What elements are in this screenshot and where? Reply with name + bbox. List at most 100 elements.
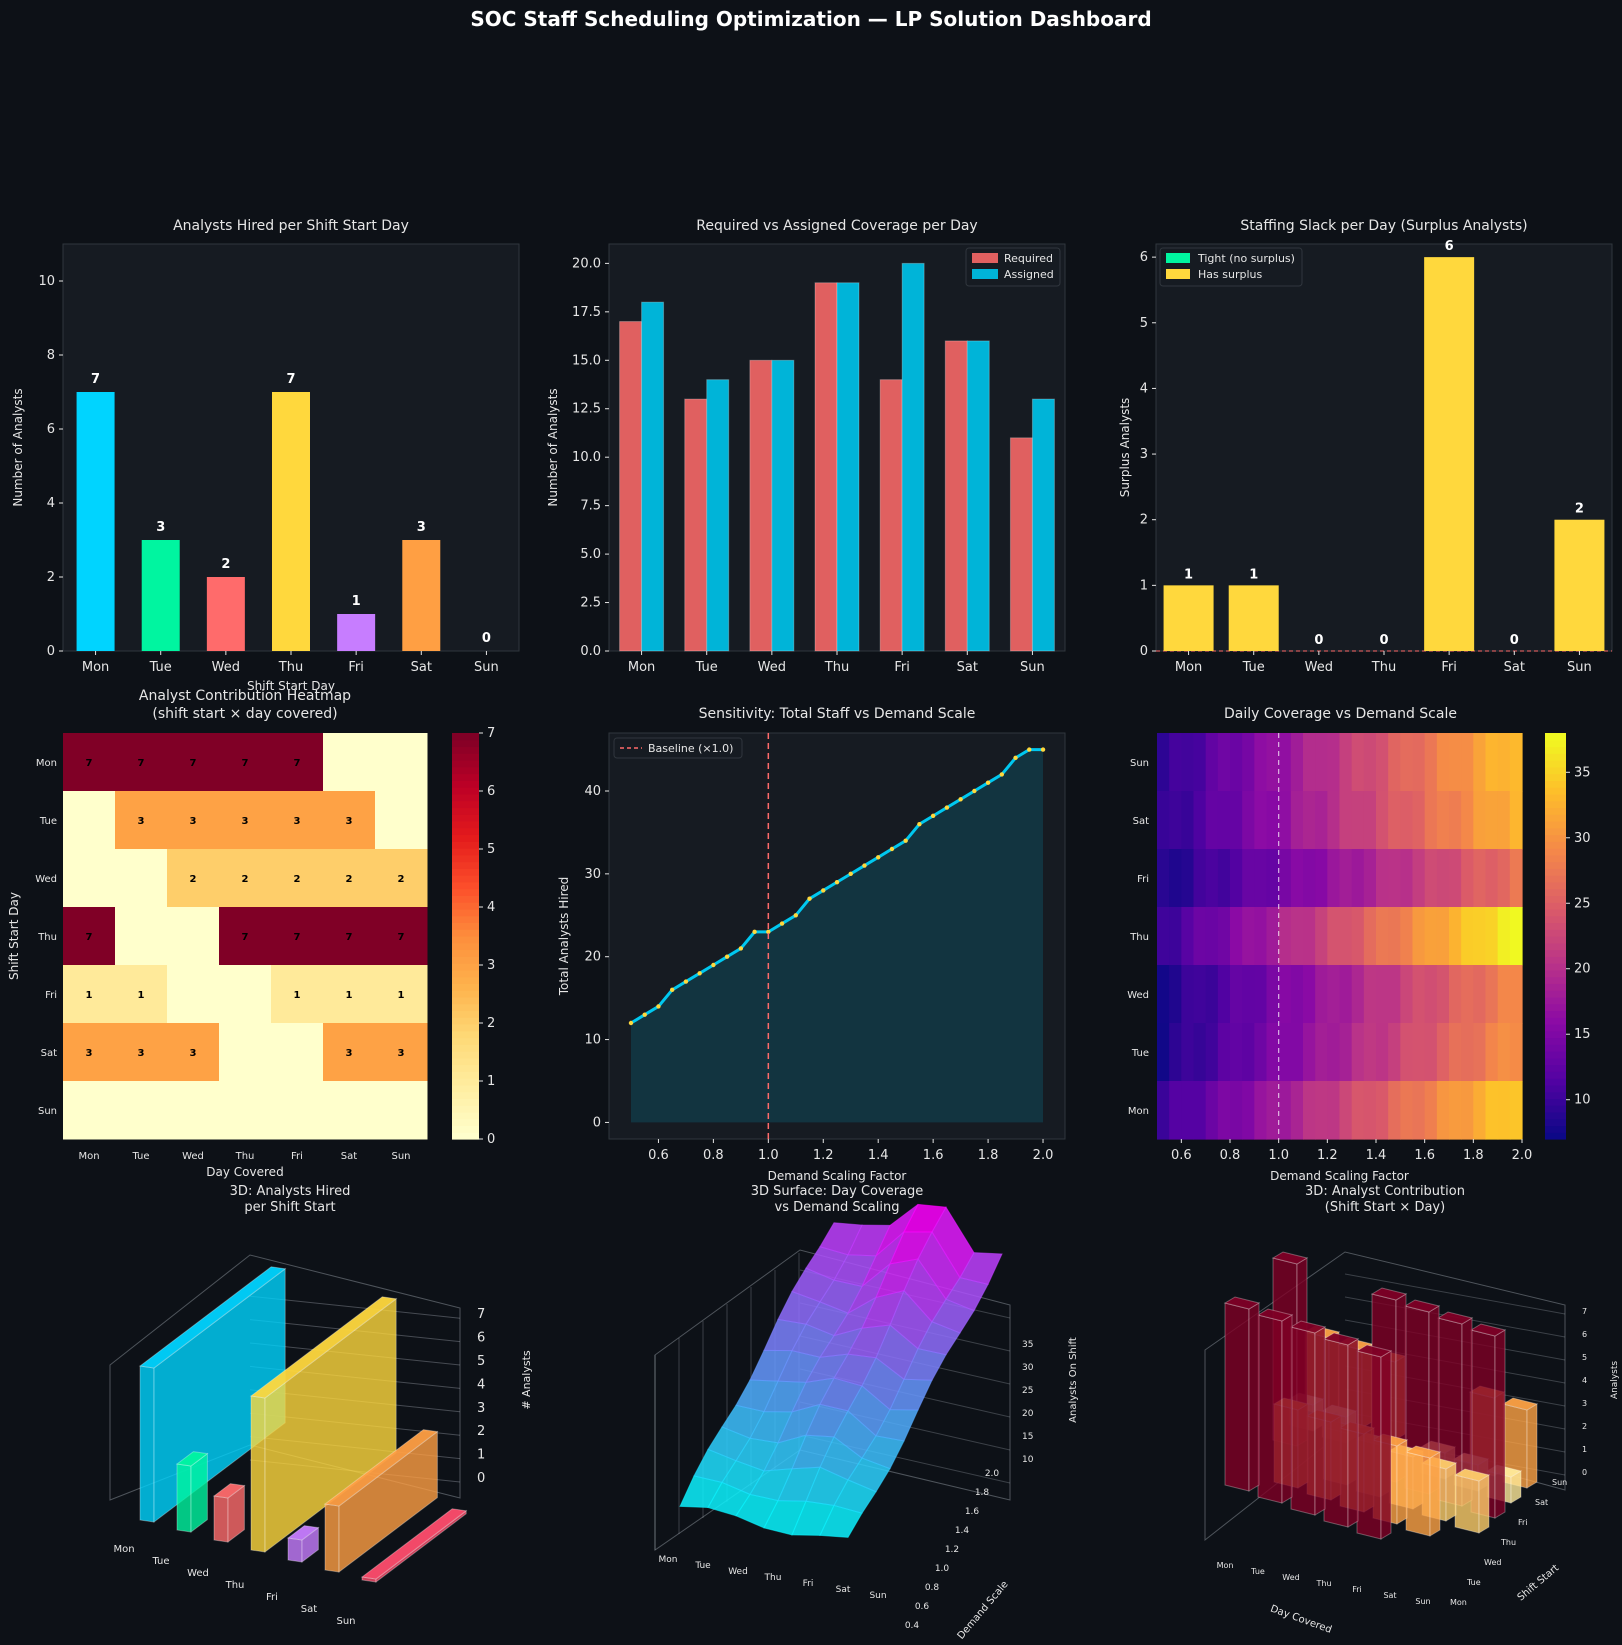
coverage-scale-cell bbox=[1412, 1081, 1426, 1140]
heatmap-cell-label: 7 bbox=[294, 758, 301, 769]
coverage-scale-cell bbox=[1449, 849, 1462, 908]
contrib3d-y-axis-label: Shift Start bbox=[1516, 1563, 1562, 1604]
heatmap-colorbar-segment bbox=[452, 746, 479, 754]
coverage-scale-cell bbox=[1400, 849, 1414, 908]
coverage-scale-cell bbox=[1254, 965, 1268, 1024]
hired-y-tick-label: 0 bbox=[47, 644, 55, 659]
coverage-scale-cell bbox=[1363, 1023, 1377, 1082]
heatmap-cell-label: 2 bbox=[242, 874, 249, 885]
heatmap-colorbar-tick-label: 7 bbox=[487, 726, 495, 741]
coverage-scale-cell bbox=[1400, 791, 1414, 850]
contrib3d-z-tick-label: 6 bbox=[1582, 1330, 1587, 1339]
heatmap-cell bbox=[323, 1081, 376, 1140]
hired-x-axis-label: Shift Start Day bbox=[247, 679, 335, 693]
coverage-scale-colorbar-segment bbox=[1545, 753, 1566, 761]
coverage-scale-cell bbox=[1278, 1023, 1292, 1082]
heatmap-colorbar-segment bbox=[452, 854, 479, 863]
heatmap-y-tick-label: Wed bbox=[35, 874, 57, 885]
coverage-scale-cell bbox=[1339, 907, 1353, 966]
coverage-scale-cell bbox=[1376, 907, 1389, 966]
heatmap-cell bbox=[115, 791, 168, 850]
sensitivity-y-tick-label: 10 bbox=[584, 1033, 601, 1048]
heatmap-cell bbox=[271, 849, 324, 908]
coverage-scale-cell bbox=[1424, 1023, 1438, 1082]
coverage-scale-colorbar-tick-label: 30 bbox=[1574, 831, 1591, 846]
heatmap-cell-label: 7 bbox=[190, 758, 197, 769]
contrib3d-z-tick-label: 1 bbox=[1582, 1445, 1587, 1454]
coverage-scale-y-tick-label: Wed bbox=[1127, 990, 1149, 1001]
coverage-scale-cell bbox=[1315, 849, 1328, 908]
slack-data-label: 0 bbox=[1510, 633, 1519, 648]
bars3d-x-tick-label: Thu bbox=[225, 1580, 245, 1591]
coverage-scale-cell bbox=[1509, 965, 1523, 1024]
heatmap-cell bbox=[271, 791, 324, 850]
slack-y-tick-label: 5 bbox=[1140, 316, 1148, 331]
coverage-scale-colorbar-segment bbox=[1545, 990, 1566, 998]
contrib3d-bar-side bbox=[1248, 1302, 1260, 1492]
coverage-scale-colorbar-segment bbox=[1545, 807, 1566, 815]
coverage-scale-colorbar-segment bbox=[1545, 929, 1566, 937]
hired-bar bbox=[402, 540, 441, 651]
heatmap-x-tick-label: Mon bbox=[78, 1151, 99, 1162]
coverage-bar-assigned bbox=[641, 301, 665, 652]
coverage-scale-x-tick-label: 2.0 bbox=[1512, 1148, 1533, 1163]
surface3d-z-tick-label: 15 bbox=[1022, 1432, 1033, 1442]
coverage-scale-cell bbox=[1290, 1081, 1304, 1140]
slack-y-tick-label: 1 bbox=[1140, 578, 1148, 593]
coverage-scale-cell bbox=[1376, 965, 1389, 1024]
sensitivity-point bbox=[876, 855, 881, 860]
coverage-scale-cell bbox=[1473, 1023, 1487, 1082]
coverage-scale-cell bbox=[1497, 1023, 1511, 1082]
coverage-scale-cell bbox=[1181, 849, 1195, 908]
hired-x-tick-label: Tue bbox=[149, 660, 172, 675]
coverage-scale-cell bbox=[1266, 733, 1280, 792]
coverage-y-tick-label: 5.0 bbox=[580, 547, 601, 562]
coverage-legend-swatch bbox=[972, 269, 998, 279]
slack-legend-box bbox=[1159, 247, 1303, 287]
contrib3d-bar-top bbox=[1271, 1251, 1309, 1265]
hired-data-label: 7 bbox=[91, 372, 100, 387]
heatmap-cell bbox=[219, 849, 272, 908]
coverage-scale-cell bbox=[1339, 1081, 1353, 1140]
coverage-scale-colorbar-segment bbox=[1545, 881, 1566, 890]
coverage-scale-y-tick-label: Fri bbox=[1137, 874, 1149, 885]
coverage-scale-colorbar-segment bbox=[1545, 780, 1566, 788]
coverage-scale-cell bbox=[1266, 965, 1280, 1024]
coverage-scale-cell bbox=[1169, 791, 1182, 850]
heatmap-colorbar-segment bbox=[452, 969, 479, 978]
coverage-scale-cell bbox=[1193, 733, 1207, 792]
heatmap-x-tick-label: Sun bbox=[391, 1151, 410, 1162]
contrib3d-bar-front bbox=[1257, 1314, 1283, 1504]
hired-data-label: 7 bbox=[286, 372, 295, 387]
coverage-scale-colorbar-segment bbox=[1545, 854, 1566, 863]
bars3d-bar-front bbox=[139, 1365, 155, 1523]
coverage-scale-colorbar-segment bbox=[1545, 733, 1566, 741]
coverage-scale-cell bbox=[1157, 907, 1170, 966]
coverage-x-tick-label: Sun bbox=[1020, 660, 1045, 675]
coverage-y-tick-label: 15.0 bbox=[572, 353, 601, 368]
sensitivity-point bbox=[683, 979, 689, 984]
coverage-scale-cell bbox=[1473, 965, 1487, 1024]
coverage-scale-cell bbox=[1436, 907, 1450, 966]
sensitivity-point bbox=[862, 863, 867, 868]
coverage-y-axis-label: Number of Analysts bbox=[546, 388, 560, 506]
coverage-legend-label: Assigned bbox=[1004, 268, 1054, 281]
heatmap-colorbar-segment bbox=[452, 996, 479, 1005]
heatmap-cell-label: 3 bbox=[138, 1048, 145, 1059]
coverage-scale-cell bbox=[1424, 965, 1438, 1024]
contrib3d-bar-top bbox=[1355, 1344, 1393, 1358]
coverage-scale-cell bbox=[1290, 1023, 1304, 1082]
coverage-scale-cell bbox=[1436, 791, 1450, 850]
coverage-scale-cell bbox=[1376, 733, 1389, 792]
coverage-scale-cell bbox=[1254, 733, 1268, 792]
heatmap-colorbar-segment bbox=[452, 1125, 479, 1133]
coverage-scale-colorbar-segment bbox=[1545, 1091, 1566, 1099]
contrib3d-bar-front bbox=[1224, 1302, 1250, 1492]
bars3d-z-tick-label: 7 bbox=[477, 1307, 485, 1322]
contrib3d-chart: 0 1 2 3 4 5 6 7 Mon Tue Wed Thu Fri Sat Sun Mon Tue Wed Th… bbox=[1204, 1251, 1620, 1636]
coverage-scale-cell bbox=[1509, 1081, 1523, 1140]
hired-bar bbox=[337, 614, 376, 651]
coverage-scale-cell bbox=[1266, 907, 1280, 966]
coverage-y-tick-label: 20.0 bbox=[572, 256, 601, 271]
sensitivity-point bbox=[766, 929, 771, 935]
